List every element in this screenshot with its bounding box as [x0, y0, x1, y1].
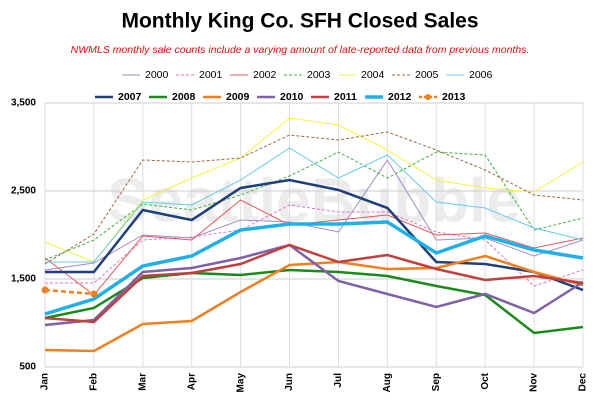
legend-label: 2009	[226, 91, 250, 103]
series-line	[45, 147, 584, 263]
series-line	[45, 204, 584, 287]
y-tick-label: 500	[19, 362, 36, 373]
y-tick-label: 1,500	[11, 274, 36, 285]
legend-label: 2008	[172, 91, 196, 103]
x-tick-label: Dec	[578, 373, 589, 392]
x-tick-label: Apr	[186, 373, 197, 390]
legend-label: 2000	[145, 69, 169, 81]
legend-label: 2013	[442, 91, 466, 103]
x-tick-label: Jul	[333, 373, 344, 388]
x-tick-label: Oct	[480, 372, 491, 389]
legend-marker	[425, 94, 431, 100]
x-tick-label: Aug	[382, 373, 393, 392]
legend-label: 2003	[307, 69, 331, 81]
series-line	[44, 220, 584, 316]
series-marker	[41, 286, 49, 294]
legend-label: 2002	[253, 69, 277, 81]
legend-label: 2011	[334, 91, 357, 103]
x-tick-label: Mar	[137, 373, 148, 391]
chart-title: Monthly King Co. SFH Closed Sales	[121, 10, 478, 33]
series-line	[44, 243, 584, 327]
x-tick-label: Sep	[431, 373, 442, 391]
x-tick-label: Jun	[284, 373, 295, 391]
y-tick-label: 2,500	[11, 186, 36, 197]
legend-label: 2007	[118, 91, 142, 103]
chart-subtitle: NWMLS monthly sale counts include a vary…	[71, 44, 530, 56]
legend-label: 2006	[469, 69, 493, 81]
y-tick-label: 3,500	[11, 98, 36, 109]
series-line	[44, 131, 584, 265]
legend-label: 2001	[199, 69, 223, 81]
series-line	[44, 243, 584, 324]
series-line	[45, 178, 584, 292]
series-line	[44, 151, 584, 261]
x-tick-label: May	[235, 373, 246, 393]
legend-label: 2004	[361, 69, 385, 81]
series-line	[44, 117, 584, 263]
legend-label: 2012	[388, 91, 412, 103]
legend-label: 2005	[415, 69, 439, 81]
series-marker	[90, 290, 98, 298]
x-tick-label: Nov	[529, 373, 540, 392]
x-tick-label: Jan	[40, 373, 51, 390]
x-tick-label: Feb	[89, 373, 100, 391]
series-line	[44, 288, 95, 296]
series-line	[44, 159, 584, 271]
legend-label: 2010	[280, 91, 304, 103]
